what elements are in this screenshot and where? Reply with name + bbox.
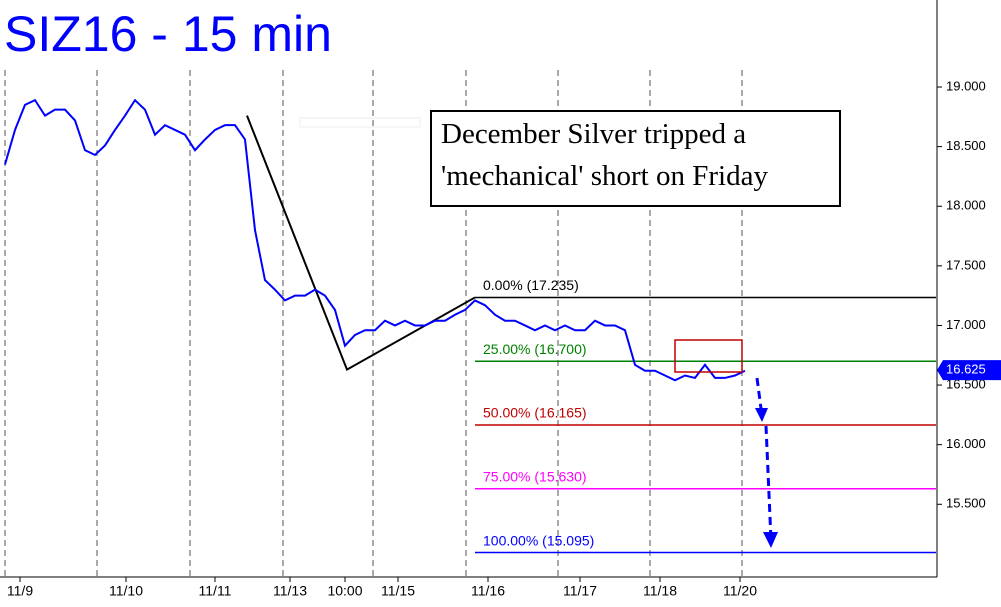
y-tick-label: 17.000 — [946, 317, 986, 332]
resistance-box — [674, 339, 743, 373]
annotation-box — [430, 110, 841, 207]
x-tick-label: 11/10 — [109, 583, 143, 599]
x-tick-label: 11/13 — [273, 583, 307, 599]
x-tick-label: 11/20 — [723, 583, 757, 599]
x-tick-label: 11/15 — [381, 583, 415, 599]
y-tick-label: 16.000 — [946, 436, 986, 451]
fib-label: 50.00% (16.165) — [483, 405, 587, 421]
annotation: December Silver tripped a 'mechanical' s… — [441, 118, 768, 192]
y-tick-label: 18.000 — [946, 198, 986, 213]
x-tick-label: 10:00 — [327, 583, 362, 599]
artifact — [299, 117, 421, 128]
x-tick-label: 11/17 — [563, 583, 597, 599]
annotation-wrap: December Silver tripped a 'mechanical' s… — [441, 118, 768, 192]
x-tick-label: 11/16 — [471, 583, 505, 599]
fib-label: 25.00% (16.700) — [483, 341, 587, 357]
arrow-head — [755, 408, 778, 548]
x-tick-label: 11/18 — [643, 583, 677, 599]
y-tick-label: 16.500 — [946, 377, 986, 392]
y-tick-label: 17.500 — [946, 257, 986, 272]
price-line — [4, 98, 746, 382]
last-price-label: 16.625 — [946, 362, 986, 377]
y-tick-label: 15.500 — [946, 496, 986, 511]
x-tick-label: 11/9 — [7, 583, 33, 599]
fib-label: 75.00% (15.630) — [483, 468, 587, 484]
y-tick-label: 19.000 — [946, 78, 986, 93]
arrow-line — [755, 377, 773, 541]
y-tick-label: 18.500 — [946, 138, 986, 153]
chart-title: SIZ16 - 15 min — [4, 6, 332, 62]
x-tick-label: 11/11 — [199, 583, 232, 599]
fib-label: 0.00% (17.235) — [483, 277, 579, 293]
fib-label: 100.00% (15.095) — [483, 532, 594, 548]
last-price-tag — [937, 360, 1001, 381]
